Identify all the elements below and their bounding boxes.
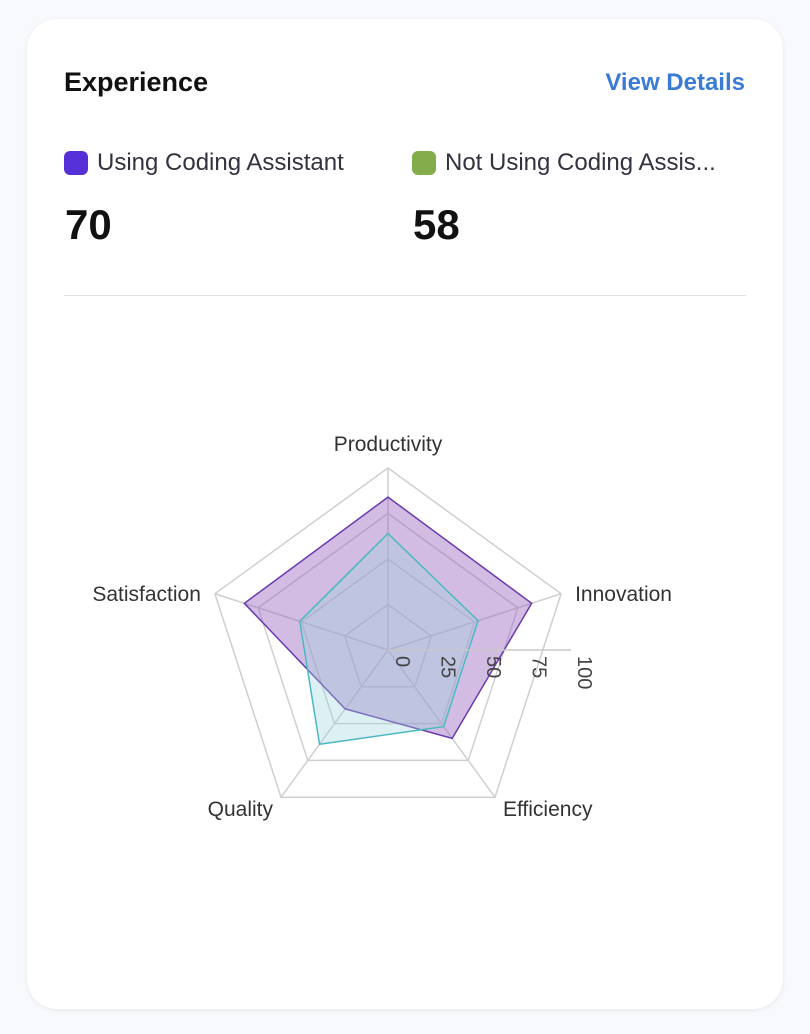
grid-spoke	[387, 649, 496, 798]
divider	[64, 295, 746, 296]
value-not-using: 58	[413, 201, 460, 248]
view-details-link[interactable]: View Details	[605, 69, 745, 96]
grid-ring	[343, 603, 433, 688]
legend-item-using[interactable]: Using Coding Assistant	[64, 149, 344, 177]
axis-label-quality: Quality	[208, 798, 274, 821]
tick-label: 25	[437, 656, 459, 678]
legend-swatch	[64, 151, 88, 175]
card-title: Experience	[64, 67, 209, 97]
grid-ring	[214, 467, 562, 798]
legend-label: Not Using Coding Assis...	[445, 149, 716, 176]
grid-ring	[257, 512, 519, 762]
value-using: 70	[65, 201, 112, 248]
grid-spoke	[280, 649, 389, 798]
legend-item-not-using[interactable]: Not Using Coding Assis...	[412, 149, 716, 177]
tick-label: 0	[391, 656, 413, 667]
axis-label-productivity: Productivity	[334, 433, 443, 456]
grid-ring	[300, 558, 476, 725]
legend-label: Using Coding Assistant	[97, 149, 344, 176]
axis-label-efficiency: Efficiency	[503, 798, 593, 821]
axis-label-satisfaction: Satisfaction	[92, 583, 201, 606]
legend-swatch	[412, 151, 436, 175]
experience-card: Experience View Details Using Coding Ass…	[27, 19, 783, 1009]
series-area-1	[298, 532, 479, 746]
axis-label-innovation: Innovation	[575, 583, 672, 606]
tick-label: 75	[528, 656, 550, 678]
tick-label: 50	[482, 656, 504, 678]
tick-label: 100	[573, 656, 595, 689]
